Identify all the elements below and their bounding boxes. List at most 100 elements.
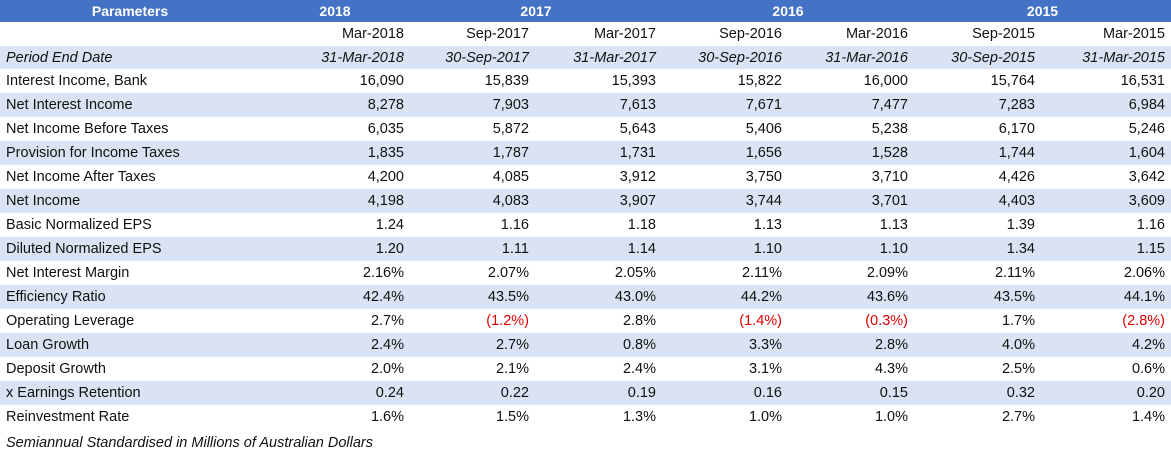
table-cell: 1,835	[260, 141, 410, 165]
row-label: x Earnings Retention	[0, 381, 260, 405]
period-label: Mar-2017	[535, 22, 662, 46]
row-label: Net Interest Income	[0, 93, 260, 117]
table-cell: 1,787	[410, 141, 535, 165]
table-cell: 3,907	[535, 189, 662, 213]
row-label: Net Income Before Taxes	[0, 117, 260, 141]
table-cell: 2.7%	[410, 333, 535, 357]
table-row: Efficiency Ratio 42.4% 43.5% 43.0% 44.2% 43.6…	[0, 285, 1171, 309]
table-cell: 1.14	[535, 237, 662, 261]
table-cell: 4,426	[914, 165, 1041, 189]
table-cell: 2.7%	[260, 309, 410, 333]
table-row: Deposit Growth 2.0% 2.1% 2.4% 3.1% 4.3% 2.5% 0.…	[0, 357, 1171, 381]
table-row: Operating Leverage 2.7% (1.2%) 2.8% (1.4%) (0…	[0, 309, 1171, 333]
footnote: Semiannual Standardised in Millions of A…	[6, 435, 373, 451]
table-cell: 1.13	[788, 213, 914, 237]
table-row: Reinvestment Rate 1.6% 1.5% 1.3% 1.0% 1.0% 2.7…	[0, 405, 1171, 429]
table-cell: 3,912	[535, 165, 662, 189]
table-cell: 7,283	[914, 93, 1041, 117]
table-cell: 1.7%	[914, 309, 1041, 333]
table-cell: 0.16	[662, 381, 788, 405]
period-label: Sep-2016	[662, 22, 788, 46]
table-cell: 1.0%	[662, 405, 788, 429]
table-cell: 7,671	[662, 93, 788, 117]
table-cell: 4,198	[260, 189, 410, 213]
table-cell: 42.4%	[260, 285, 410, 309]
row-label: Provision for Income Taxes	[0, 141, 260, 165]
table-cell: 44.1%	[1041, 285, 1171, 309]
table-row: Net Interest Margin 2.16% 2.07% 2.05% 2.11% 2…	[0, 261, 1171, 285]
row-label: Interest Income, Bank	[0, 69, 260, 93]
table-cell: (1.4%)	[662, 309, 788, 333]
table-cell: 6,035	[260, 117, 410, 141]
table-cell: 2.4%	[260, 333, 410, 357]
period-label: Mar-2018	[260, 22, 410, 46]
table-cell: 1,744	[914, 141, 1041, 165]
table-cell: 1.6%	[260, 405, 410, 429]
table-row: Loan Growth 2.4% 2.7% 0.8% 3.3% 2.8% 4.0% 4.2%	[0, 333, 1171, 357]
table-cell: 2.11%	[662, 261, 788, 285]
table-cell: 1.24	[260, 213, 410, 237]
period-end-date: 31-Mar-2016	[788, 46, 914, 69]
table-cell: 3.3%	[662, 333, 788, 357]
table-cell: 1.3%	[535, 405, 662, 429]
period-end-date: 30-Sep-2015	[914, 46, 1041, 69]
table-cell: 3,701	[788, 189, 914, 213]
table-cell: 15,839	[410, 69, 535, 93]
row-label: Diluted Normalized EPS	[0, 237, 260, 261]
table-row: Net Income 4,198 4,083 3,907 3,744 3,701 4,403…	[0, 189, 1171, 213]
period-label: Sep-2015	[914, 22, 1041, 46]
period-end-date: 30-Sep-2017	[410, 46, 535, 69]
table-cell: 15,764	[914, 69, 1041, 93]
year-header-row: Parameters 2018 2017 2016 2015	[0, 0, 1171, 22]
row-label: Deposit Growth	[0, 357, 260, 381]
table-cell: 3,750	[662, 165, 788, 189]
table-cell: 3.1%	[662, 357, 788, 381]
period-end-date: 30-Sep-2016	[662, 46, 788, 69]
table-cell: 1.15	[1041, 237, 1171, 261]
table-cell: 0.24	[260, 381, 410, 405]
table-cell: 4,085	[410, 165, 535, 189]
period-label: Mar-2016	[788, 22, 914, 46]
table-row: Net Interest Income 8,278 7,903 7,613 7,671 7…	[0, 93, 1171, 117]
table-cell: 15,822	[662, 69, 788, 93]
table-cell: 1,656	[662, 141, 788, 165]
table-row: Net Income Before Taxes 6,035 5,872 5,643 5,…	[0, 117, 1171, 141]
table-cell: 2.07%	[410, 261, 535, 285]
table-cell: 4.3%	[788, 357, 914, 381]
year-header: 2015	[914, 0, 1171, 22]
table-cell: 7,477	[788, 93, 914, 117]
table-cell: 5,872	[410, 117, 535, 141]
table-cell: 1.39	[914, 213, 1041, 237]
table-cell: 2.5%	[914, 357, 1041, 381]
period-label: Sep-2017	[410, 22, 535, 46]
period-end-date-row: Period End Date 31-Mar-2018 30-Sep-2017 31…	[0, 46, 1171, 69]
table-cell: 3,609	[1041, 189, 1171, 213]
table-cell: 0.20	[1041, 381, 1171, 405]
table-cell: 2.8%	[535, 309, 662, 333]
table-cell: 5,246	[1041, 117, 1171, 141]
table-cell: 7,903	[410, 93, 535, 117]
table-cell: 7,613	[535, 93, 662, 117]
table-cell: 2.11%	[914, 261, 1041, 285]
table-cell: 43.5%	[914, 285, 1041, 309]
period-end-date: 31-Mar-2015	[1041, 46, 1171, 69]
table-cell: 2.4%	[535, 357, 662, 381]
table-cell: 43.0%	[535, 285, 662, 309]
table-cell: 0.8%	[535, 333, 662, 357]
table-cell: 3,710	[788, 165, 914, 189]
period-end-date: 31-Mar-2017	[535, 46, 662, 69]
table-cell: 1.5%	[410, 405, 535, 429]
table-cell: 1.34	[914, 237, 1041, 261]
year-header: 2018	[260, 0, 410, 22]
table-cell: 5,643	[535, 117, 662, 141]
table-cell: 43.5%	[410, 285, 535, 309]
table-cell: 2.7%	[914, 405, 1041, 429]
table-cell: 2.05%	[535, 261, 662, 285]
table-cell: 4,403	[914, 189, 1041, 213]
table-row: Diluted Normalized EPS 1.20 1.11 1.14 1.10 1.…	[0, 237, 1171, 261]
row-label: Net Interest Margin	[0, 261, 260, 285]
year-header: 2016	[662, 0, 914, 22]
period-blank	[0, 22, 260, 46]
row-label: Operating Leverage	[0, 309, 260, 333]
table-cell: (0.3%)	[788, 309, 914, 333]
